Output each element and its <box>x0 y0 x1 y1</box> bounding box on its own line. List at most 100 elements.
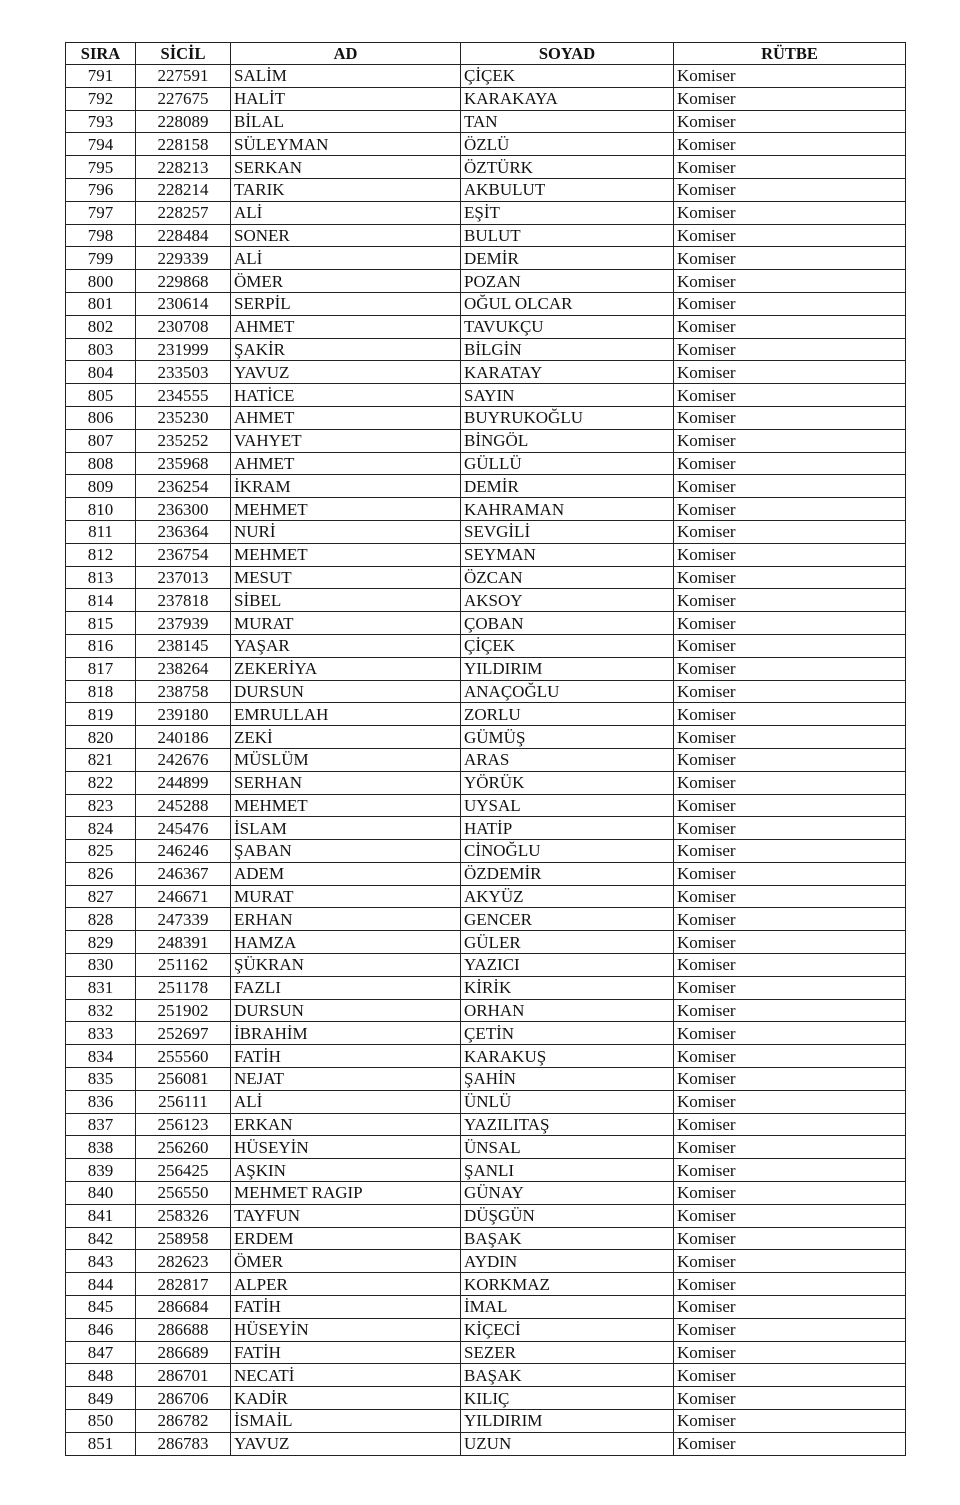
cell-sicil: 286783 <box>135 1431 231 1456</box>
cell-soyad: KILIÇ <box>460 1386 674 1411</box>
cell-rutbe: Komiser <box>673 155 906 179</box>
cell-rutbe: Komiser <box>673 64 906 88</box>
table-row: 838 256260 HÜSEYİN ÜNSAL Komiser <box>65 1135 906 1160</box>
table-row: 808 235968 AHMET GÜLLÜ Komiser <box>65 451 906 476</box>
table-row: 830 251162 ŞÜKRAN YAZICI Komiser <box>65 953 906 977</box>
cell-sira: 824 <box>65 816 136 841</box>
cell-sira: 809 <box>65 474 136 499</box>
cell-rutbe: Komiser <box>673 702 906 727</box>
cell-sicil: 255560 <box>135 1044 231 1069</box>
cell-rutbe: Komiser <box>673 109 906 134</box>
cell-sira: 791 <box>65 64 136 88</box>
cell-sira: 841 <box>65 1203 136 1228</box>
table-body: 791 227591 SALİM ÇİÇEK Komiser 792 227675 HALİT… <box>65 64 906 1456</box>
cell-ad: FATİH <box>230 1295 461 1319</box>
cell-ad: DURSUN <box>230 998 461 1023</box>
cell-soyad: OĞUL OLCAR <box>460 291 674 316</box>
table-row: 793 228089 BİLAL TAN Komiser <box>65 109 906 134</box>
cell-sira: 830 <box>65 953 136 977</box>
cell-sira: 829 <box>65 930 136 955</box>
cell-sicil: 228484 <box>135 223 231 248</box>
cell-rutbe: Komiser <box>673 86 906 111</box>
cell-soyad: SEYMAN <box>460 542 674 567</box>
cell-rutbe: Komiser <box>673 428 906 453</box>
cell-sicil: 228213 <box>135 155 231 179</box>
cell-sira: 810 <box>65 497 136 521</box>
cell-sira: 842 <box>65 1226 136 1251</box>
table-row: 828 247339 ERHAN GENCER Komiser <box>65 907 906 932</box>
cell-sira: 805 <box>65 383 136 407</box>
cell-sira: 792 <box>65 86 136 111</box>
cell-sicil: 239180 <box>135 702 231 727</box>
cell-soyad: GÜMÜŞ <box>460 725 674 749</box>
cell-rutbe: Komiser <box>673 360 906 385</box>
cell-ad: İKRAM <box>230 474 461 499</box>
cell-sira: 827 <box>65 884 136 909</box>
table-row: 792 227675 HALİT KARAKAYA Komiser <box>65 86 906 111</box>
cell-sicil: 248391 <box>135 930 231 955</box>
cell-rutbe: Komiser <box>673 1409 906 1433</box>
cell-rutbe: Komiser <box>673 1158 906 1183</box>
table-row: 834 255560 FATİH KARAKUŞ Komiser <box>65 1044 906 1069</box>
cell-rutbe: Komiser <box>673 405 906 430</box>
table-row: 833 252697 İBRAHİM ÇETİN Komiser <box>65 1021 906 1046</box>
cell-rutbe: Komiser <box>673 474 906 499</box>
cell-soyad: ARAS <box>460 747 674 772</box>
cell-sira: 848 <box>65 1363 136 1388</box>
cell-sicil: 256123 <box>135 1112 231 1137</box>
cell-ad: HATİCE <box>230 383 461 407</box>
cell-ad: TAYFUN <box>230 1203 461 1228</box>
cell-ad: NECATİ <box>230 1363 461 1388</box>
cell-sicil: 237939 <box>135 611 231 635</box>
cell-sicil: 246367 <box>135 861 231 886</box>
cell-soyad: EŞİT <box>460 200 674 225</box>
cell-ad: ERKAN <box>230 1112 461 1137</box>
table-row: 842 258958 ERDEM BAŞAK Komiser <box>65 1226 906 1251</box>
cell-ad: YAVUZ <box>230 1431 461 1456</box>
cell-sicil: 256081 <box>135 1067 231 1091</box>
cell-ad: HÜSEYİN <box>230 1135 461 1160</box>
cell-ad: NURİ <box>230 519 461 544</box>
cell-sicil: 286684 <box>135 1295 231 1319</box>
cell-sicil: 237013 <box>135 565 231 590</box>
cell-sira: 823 <box>65 793 136 818</box>
cell-ad: ÖMER <box>230 1249 461 1274</box>
cell-soyad: ÇETİN <box>460 1021 674 1046</box>
cell-soyad: BİLGİN <box>460 337 674 362</box>
table-row: 802 230708 AHMET TAVUKÇU Komiser <box>65 314 906 339</box>
table-row: 815 237939 MURAT ÇOBAN Komiser <box>65 611 906 635</box>
cell-sicil: 246671 <box>135 884 231 909</box>
cell-rutbe: Komiser <box>673 770 906 795</box>
table-row: 811 236364 NURİ SEVGİLİ Komiser <box>65 519 906 544</box>
table-row: 835 256081 NEJAT ŞAHİN Komiser <box>65 1067 906 1091</box>
table-row: 800 229868 ÖMER POZAN Komiser <box>65 269 906 293</box>
cell-ad: AHMET <box>230 451 461 476</box>
cell-rutbe: Komiser <box>673 1386 906 1411</box>
cell-ad: MURAT <box>230 884 461 909</box>
cell-sicil: 282817 <box>135 1272 231 1297</box>
cell-sira: 844 <box>65 1272 136 1297</box>
cell-soyad: AKBULUT <box>460 177 674 202</box>
table-row: 840 256550 MEHMET RAGIP GÜNAY Komiser <box>65 1181 906 1205</box>
cell-soyad: DÜŞGÜN <box>460 1203 674 1228</box>
cell-soyad: ŞAHİN <box>460 1067 674 1091</box>
table-row: 814 237818 SİBEL AKSOY Komiser <box>65 588 906 613</box>
cell-soyad: DEMİR <box>460 474 674 499</box>
cell-soyad: BİNGÖL <box>460 428 674 453</box>
cell-ad: SONER <box>230 223 461 248</box>
cell-ad: ADEM <box>230 861 461 886</box>
cell-sicil: 246246 <box>135 839 231 863</box>
cell-soyad: ÖZDEMİR <box>460 861 674 886</box>
cell-ad: BİLAL <box>230 109 461 134</box>
table-row: 810 236300 MEHMET KAHRAMAN Komiser <box>65 497 906 521</box>
header-sicil: SİCİL <box>135 42 231 65</box>
table-row: 819 239180 EMRULLAH ZORLU Komiser <box>65 702 906 727</box>
cell-soyad: CİNOĞLU <box>460 839 674 863</box>
cell-sira: 798 <box>65 223 136 248</box>
cell-sira: 801 <box>65 291 136 316</box>
table-row: 844 282817 ALPER KORKMAZ Komiser <box>65 1272 906 1297</box>
cell-sicil: 282623 <box>135 1249 231 1274</box>
cell-sicil: 244899 <box>135 770 231 795</box>
cell-ad: HÜSEYİN <box>230 1317 461 1342</box>
cell-rutbe: Komiser <box>673 1089 906 1114</box>
